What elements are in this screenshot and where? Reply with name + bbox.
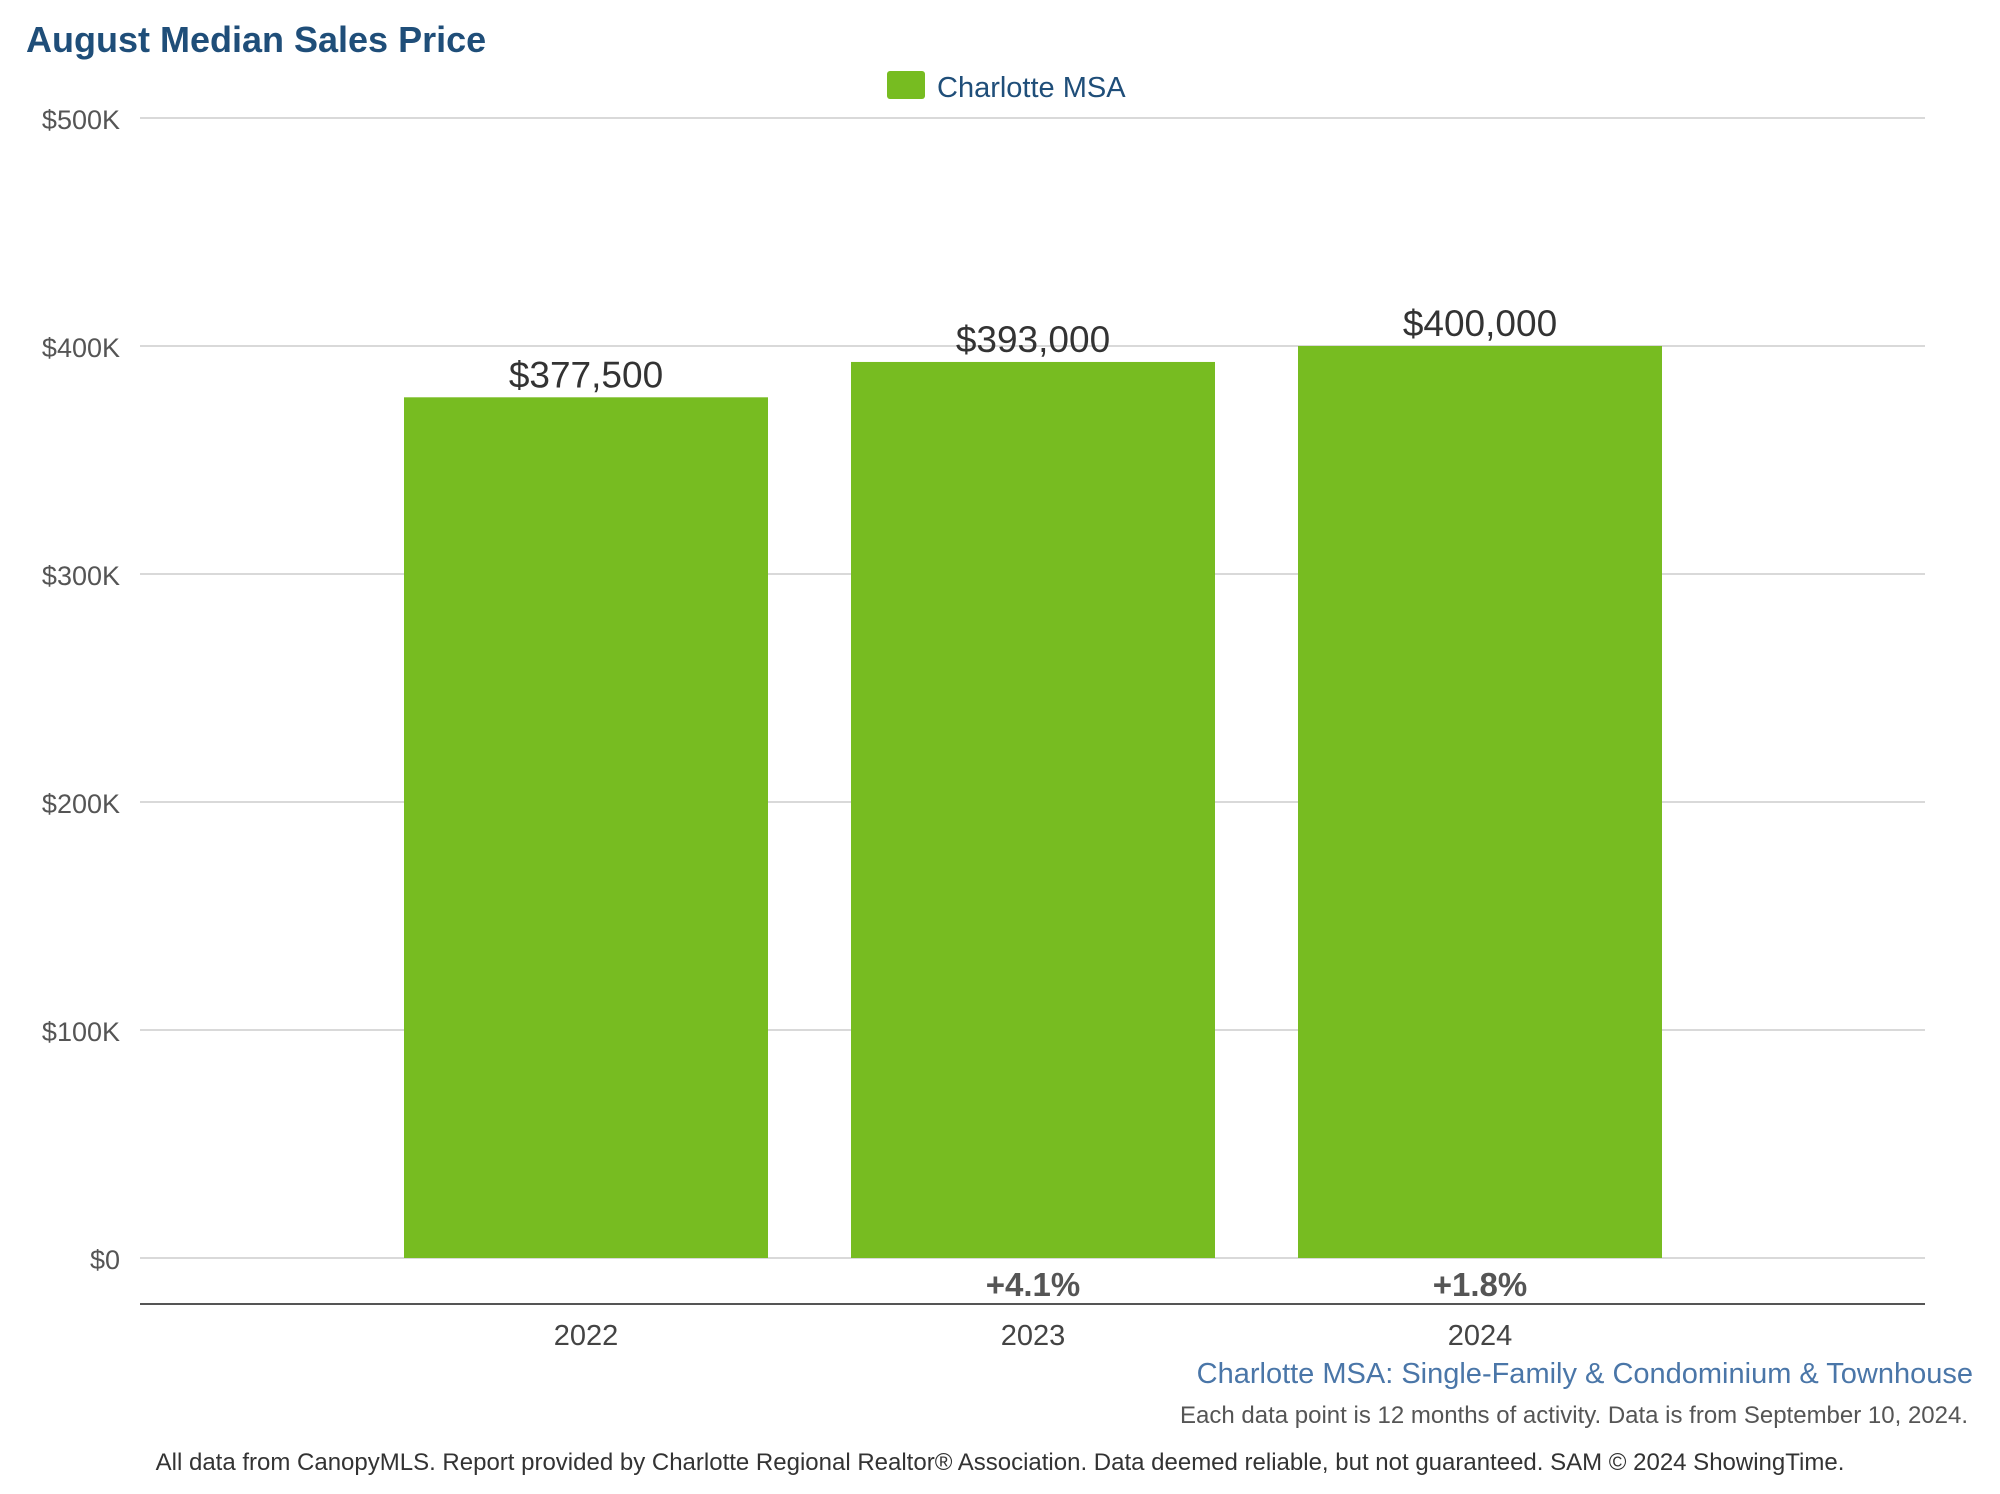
x-tick-label: 2024 xyxy=(1448,1320,1513,1352)
change-label: +4.1% xyxy=(986,1266,1081,1303)
chart-title: August Median Sales Price xyxy=(26,19,486,60)
bar-value-label: $377,500 xyxy=(509,354,663,395)
bar-2024 xyxy=(1298,346,1662,1258)
y-tick-label: $500K xyxy=(42,105,120,135)
change-label: +1.8% xyxy=(1433,1266,1528,1303)
x-tick-label: 2022 xyxy=(554,1320,619,1352)
y-tick-label: $200K xyxy=(42,789,120,819)
y-tick-label: $0 xyxy=(90,1245,120,1275)
x-tick-label: 2023 xyxy=(1001,1320,1066,1352)
y-axis-ticks: $0 $100K $200K $300K $400K $500K xyxy=(42,105,120,1275)
footer-disclaimer: All data from CanopyMLS. Report provided… xyxy=(156,1449,1845,1476)
bar-value-label: $393,000 xyxy=(956,319,1110,360)
legend-swatch xyxy=(887,71,925,99)
y-tick-label: $300K xyxy=(42,561,120,591)
legend-label: Charlotte MSA xyxy=(937,72,1126,104)
y-tick-label: $400K xyxy=(42,333,120,363)
bars xyxy=(404,346,1662,1259)
y-tick-label: $100K xyxy=(42,1017,120,1047)
bar-value-label: $400,000 xyxy=(1403,303,1557,344)
data-note: Each data point is 12 months of activity… xyxy=(1180,1402,1968,1429)
bar-2022 xyxy=(404,397,768,1258)
bar-value-labels: $377,500 $393,000 $400,000 xyxy=(509,303,1557,395)
change-labels: +4.1% +1.8% xyxy=(986,1266,1528,1303)
legend: Charlotte MSA xyxy=(887,71,1126,104)
chart-subtitle: Charlotte MSA: Single-Family & Condomini… xyxy=(1197,1358,1973,1390)
bar-2023 xyxy=(851,361,1215,1259)
x-axis-ticks: 2022 2023 2024 xyxy=(554,1320,1513,1352)
